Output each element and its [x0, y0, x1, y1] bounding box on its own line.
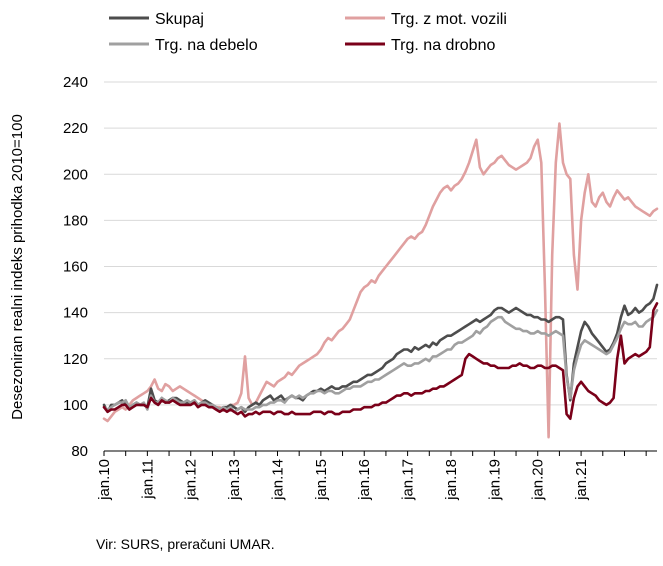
x-tick-label: jan.18 — [443, 459, 460, 501]
y-tick-label: 200 — [63, 166, 88, 183]
series-line-trg-na-drobno — [102, 302, 659, 421]
x-tick-label: jan.13 — [226, 459, 243, 501]
y-axis: 80 100 120 140 160 180 200 220 240 — [63, 74, 657, 460]
y-tick-label: 180 — [63, 212, 88, 229]
legend-label: Trg. z mot. vozili — [391, 11, 507, 28]
x-tick-label: jan.20 — [530, 459, 547, 501]
y-axis-label: Desezoniran realni indeks prihodka 2010=… — [9, 114, 26, 420]
y-tick-label: 220 — [63, 120, 88, 137]
y-tick-label: 160 — [63, 259, 88, 276]
y-tick-label: 100 — [63, 397, 88, 414]
x-tick-label: jan.15 — [313, 459, 330, 501]
legend-label: Skupaj — [155, 11, 204, 28]
x-tick-label: jan.17 — [400, 459, 417, 501]
y-tick-label: 120 — [63, 351, 88, 368]
y-tick-label: 240 — [63, 74, 88, 91]
x-tick-label: jan.10 — [96, 459, 113, 501]
y-tick-label: 140 — [63, 305, 88, 322]
x-axis: jan.10 jan.11 jan.12 jan.13 jan.14 jan.15 jan.… — [96, 450, 657, 501]
legend-label: Trg. na debelo — [155, 37, 258, 54]
legend: Skupaj Trg. z mot. vozili Trg. na debelo Tr… — [109, 11, 507, 54]
x-tick-label: jan.16 — [356, 459, 373, 501]
series-group — [102, 122, 659, 439]
y-tick-label: 80 — [71, 443, 88, 460]
x-tick-label: jan.11 — [139, 459, 156, 500]
series-line-skupaj — [102, 283, 659, 414]
source-note: Vir: SURS, preračuni UMAR. — [96, 536, 275, 552]
x-tick-label: jan.14 — [269, 459, 286, 501]
x-tick-label: jan.19 — [486, 459, 503, 501]
legend-label: Trg. na drobno — [391, 37, 495, 54]
x-tick-label: jan.12 — [183, 459, 200, 501]
series-line-trg-z-mot-vozili — [102, 122, 659, 439]
x-tick-label: jan.21 — [573, 459, 590, 501]
series-line-trg-na-debelo — [102, 308, 659, 414]
